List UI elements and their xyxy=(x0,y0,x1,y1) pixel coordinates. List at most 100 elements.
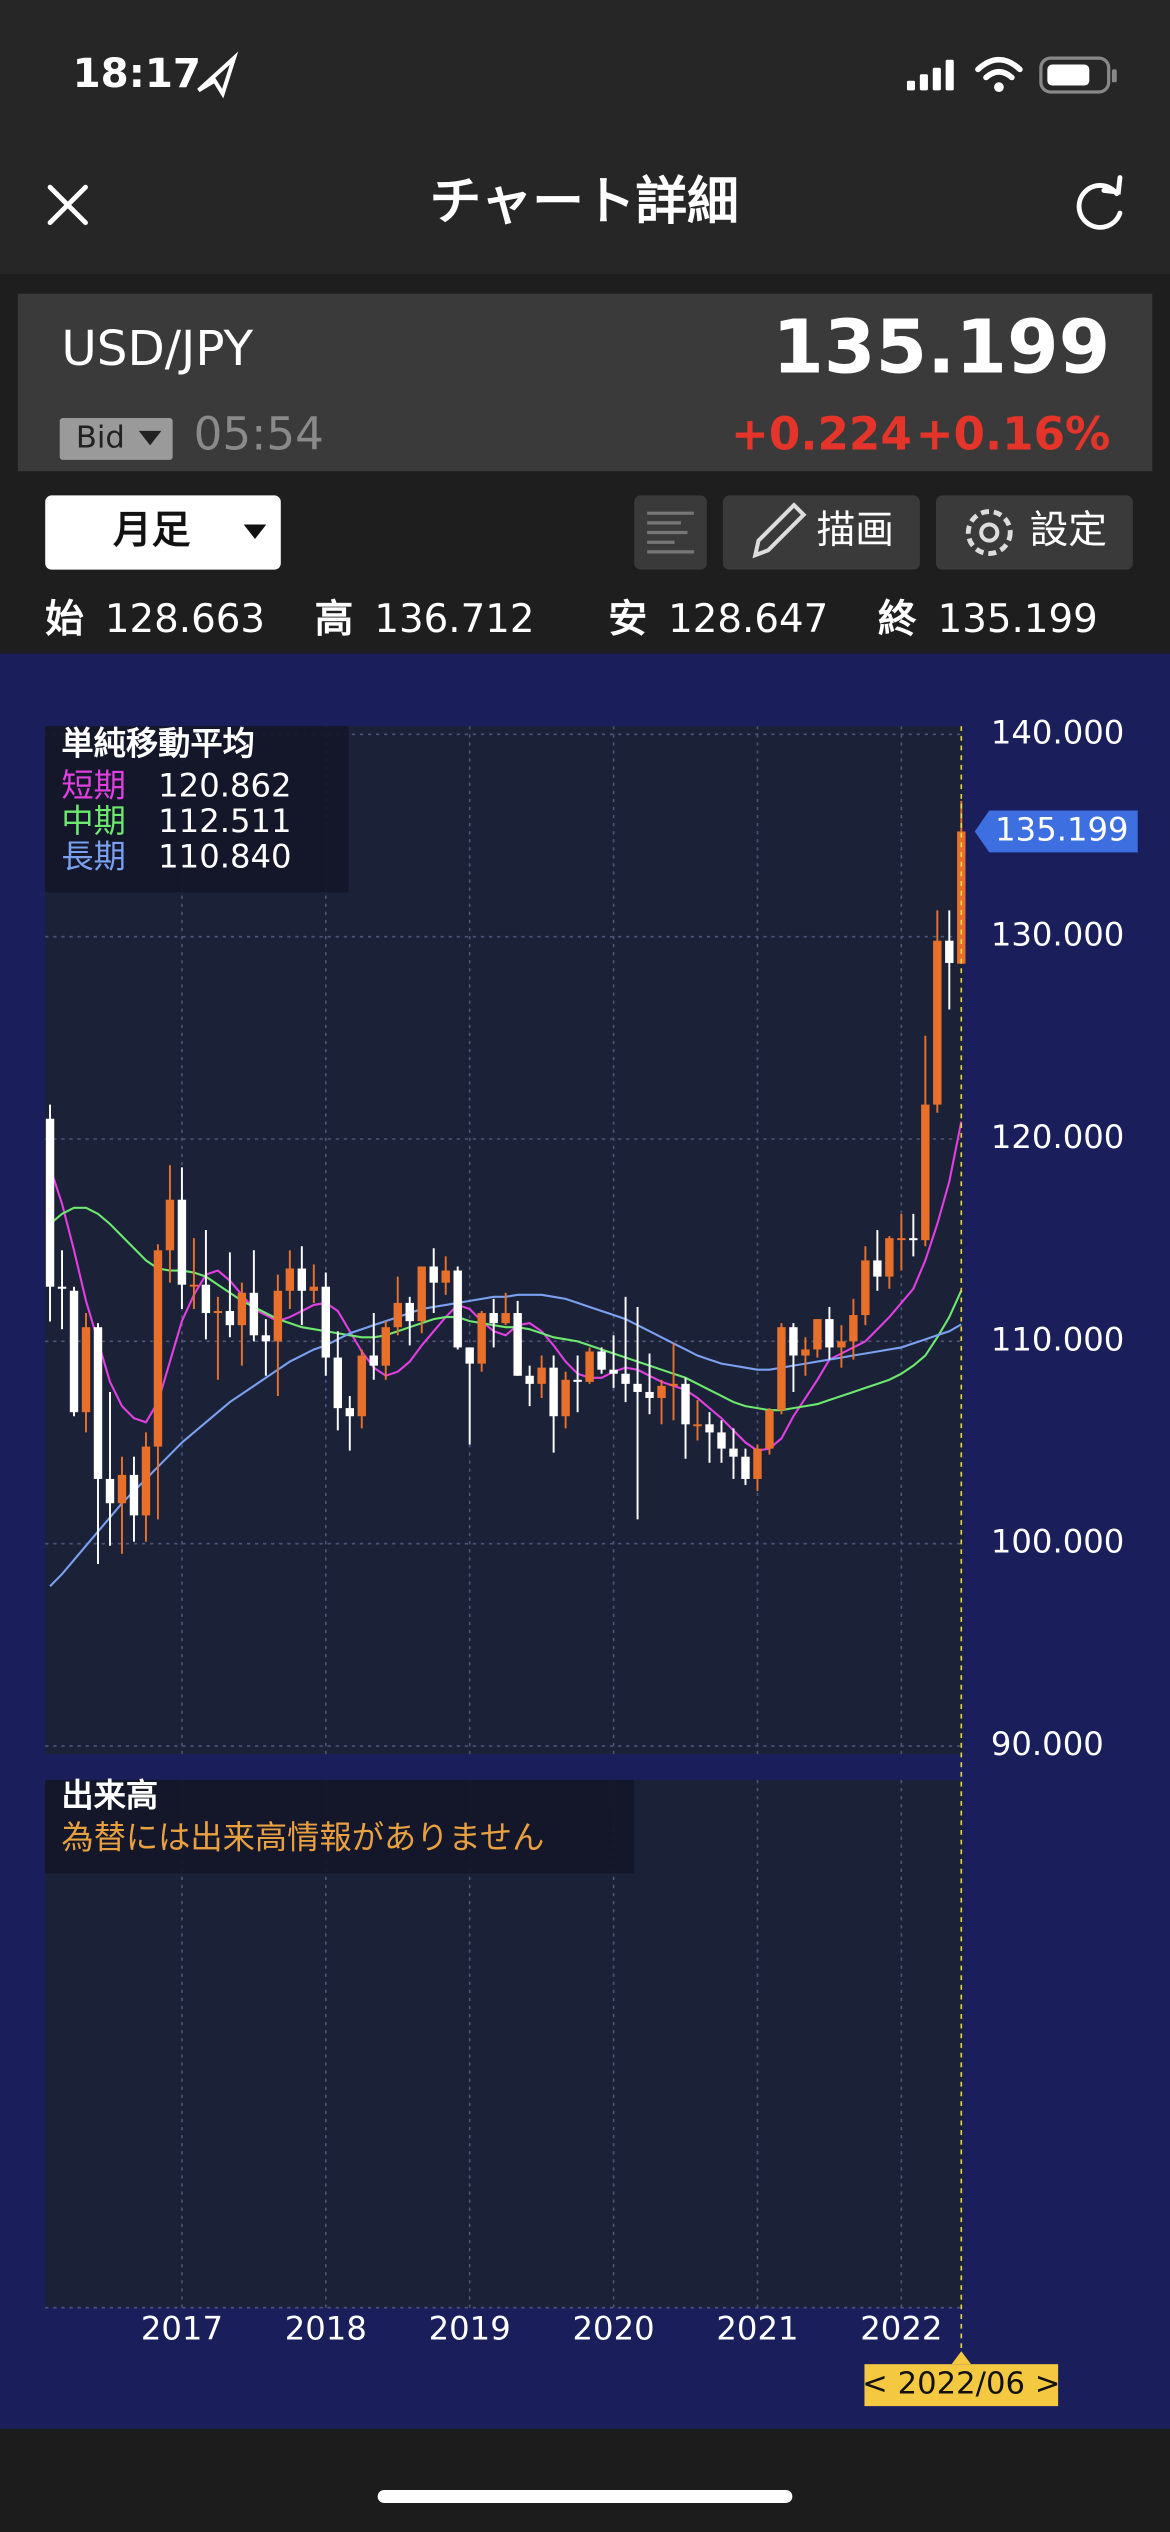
nav-title: チャート詳細 xyxy=(430,172,739,232)
price-tag xyxy=(974,810,1138,853)
candle-body xyxy=(873,1260,882,1277)
candle-body xyxy=(489,1313,498,1324)
x-tick-label: 2019 xyxy=(429,2309,511,2347)
close-value: 135.199 xyxy=(938,597,1098,642)
pencil-icon xyxy=(752,502,807,559)
wifi-dot xyxy=(994,82,1004,92)
candle-body xyxy=(657,1385,666,1399)
candle-body xyxy=(465,1347,474,1364)
open-value: 128.663 xyxy=(105,597,265,642)
battery-level xyxy=(1047,64,1090,86)
candle-body xyxy=(561,1379,570,1417)
candle-body xyxy=(885,1238,894,1277)
x-tick-label: 2020 xyxy=(573,2309,655,2347)
close-button[interactable] xyxy=(47,184,88,226)
cursor-pointer xyxy=(951,2351,971,2365)
candle-body xyxy=(921,1104,930,1241)
period-select[interactable] xyxy=(45,495,281,570)
ma-title: 単純移動平均 xyxy=(61,725,255,763)
candle-body xyxy=(441,1270,450,1283)
candle-body xyxy=(753,1448,762,1479)
y-tick-label: 100.000 xyxy=(991,1523,1124,1561)
ma-legend-name: 中期 xyxy=(61,802,126,840)
candle-body xyxy=(261,1335,271,1342)
home-indicator xyxy=(377,2490,793,2503)
candle-body xyxy=(705,1424,714,1433)
ma-legend-value: 120.862 xyxy=(158,767,291,805)
y-tick-label: 120.000 xyxy=(991,1118,1124,1156)
candle-body xyxy=(765,1410,774,1449)
open-label: 始 xyxy=(45,597,84,642)
candle-body xyxy=(177,1199,187,1285)
volume-title: 出来高 xyxy=(61,1777,158,1815)
candle-body xyxy=(417,1266,426,1322)
candle-body xyxy=(249,1292,259,1336)
bid-badge[interactable] xyxy=(59,417,173,460)
candle-body xyxy=(285,1268,295,1291)
candle-body xyxy=(741,1456,750,1479)
ma-legend-value: 110.840 xyxy=(158,838,291,876)
high-label: 高 xyxy=(315,597,354,642)
refresh-button[interactable] xyxy=(1076,175,1123,230)
ma-line xyxy=(49,1121,963,1452)
candle-body xyxy=(585,1351,594,1382)
candle-body xyxy=(429,1266,438,1283)
candle-body xyxy=(669,1383,678,1386)
candle-body xyxy=(45,1118,55,1287)
candle-body xyxy=(69,1290,79,1413)
candle-body xyxy=(729,1448,738,1457)
candle-body xyxy=(957,831,966,964)
candle-body xyxy=(81,1327,91,1413)
candle-body xyxy=(693,1424,702,1427)
candle-body xyxy=(213,1311,223,1314)
candle-body xyxy=(129,1474,139,1516)
candle-body xyxy=(57,1286,67,1289)
location-icon xyxy=(197,51,239,99)
low-value: 128.647 xyxy=(668,597,828,642)
candle-body xyxy=(777,1327,786,1411)
candle-body xyxy=(597,1351,606,1370)
candle-body xyxy=(225,1311,235,1326)
candle-body xyxy=(897,1238,906,1241)
cursor-box xyxy=(864,2364,1059,2407)
period-caret xyxy=(243,524,267,539)
candle-body xyxy=(525,1375,534,1384)
candle-body xyxy=(933,940,942,1105)
low-label: 安 xyxy=(608,597,647,642)
candle-body xyxy=(945,940,954,963)
candle-body xyxy=(789,1327,798,1356)
signal-icon xyxy=(906,59,954,91)
period-label: 月足 xyxy=(113,508,191,553)
y-tick-label: 140.000 xyxy=(991,713,1124,751)
plot xyxy=(45,726,966,2309)
candle-body xyxy=(345,1408,354,1417)
candle-body xyxy=(513,1313,522,1376)
volume-legend xyxy=(45,1779,635,1874)
ma-legend xyxy=(45,726,349,893)
indicator-icon xyxy=(647,511,694,554)
candle-body xyxy=(369,1355,378,1366)
x-tick-label: 2017 xyxy=(141,2309,223,2347)
candle-body xyxy=(321,1286,331,1358)
candle-body xyxy=(861,1260,870,1316)
change-percent: +0.16% xyxy=(916,407,1111,460)
close-label: 終 xyxy=(878,597,917,642)
wifi-icon xyxy=(975,56,1023,81)
candle-body xyxy=(381,1327,390,1366)
quote-box xyxy=(17,293,1153,472)
candle-body xyxy=(537,1367,546,1384)
candle-body xyxy=(801,1349,810,1356)
draw-button[interactable] xyxy=(722,495,920,570)
candle-body xyxy=(93,1327,103,1479)
bid-caret xyxy=(138,430,162,446)
candle-body xyxy=(717,1432,726,1449)
x-tick-label: 2021 xyxy=(716,2309,798,2347)
high-value: 136.712 xyxy=(374,597,534,642)
candle-body xyxy=(189,1284,199,1287)
overlay: 140.000 130.000 120.000 110.000 100.000 90.00… xyxy=(141,713,1138,2407)
ma-legend-value: 112.511 xyxy=(158,802,291,840)
quote-time: 05:54 xyxy=(194,407,324,460)
candle-body xyxy=(309,1286,319,1291)
x-tick-label: 2018 xyxy=(285,2309,367,2347)
candle-body xyxy=(645,1391,654,1399)
